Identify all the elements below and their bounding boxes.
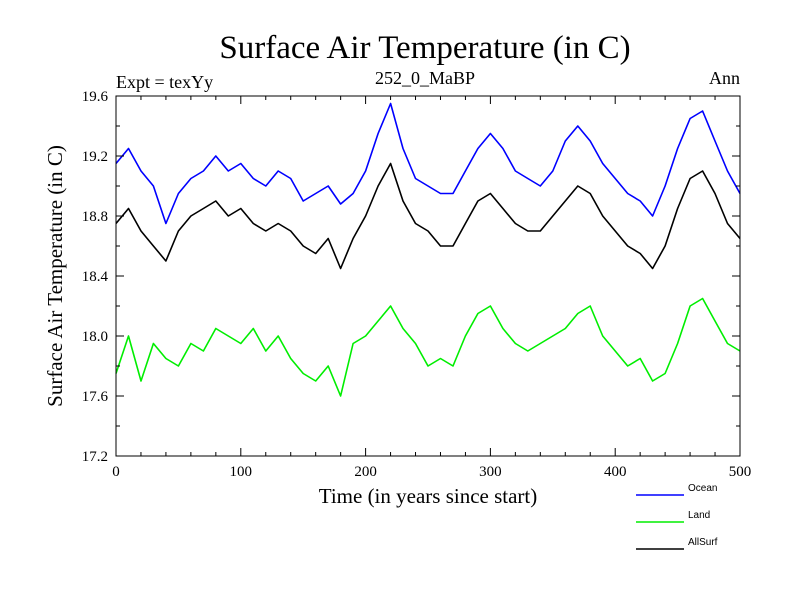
y-axis: 17.2 17.6 18.0 18.4 18.8 19.2 19.6: [82, 89, 740, 465]
experiment-label: Expt = texYy: [116, 72, 213, 92]
x-axis: 0 100 200 300 400 500: [112, 96, 751, 480]
series-line-allsurf: [115, 162, 741, 270]
chart-title: Surface Air Temperature (in C): [219, 30, 630, 66]
x-tick-label: 100: [230, 464, 253, 480]
y-tick-label: 18.4: [82, 269, 109, 285]
y-tick-label: 19.2: [82, 149, 108, 165]
y-tick-label: 19.6: [82, 89, 109, 105]
y-tick-label: 17.6: [82, 389, 109, 405]
x-tick-label: 0: [112, 464, 120, 480]
legend-label-land: Land: [688, 510, 710, 521]
period-label: Ann: [709, 68, 740, 88]
legend-label-allsurf: AllSurf: [688, 537, 718, 548]
legend-label-ocean: Ocean: [688, 483, 717, 494]
x-tick-label: 200: [354, 464, 377, 480]
series-layer: [115, 102, 741, 397]
y-tick-label: 17.2: [82, 449, 108, 465]
chart-subtitle: 252_0_MaBP: [375, 68, 475, 88]
x-axis-label: Time (in years since start): [319, 484, 538, 508]
x-tick-label: 300: [479, 464, 502, 480]
plot-frame: [115, 95, 741, 457]
y-tick-label: 18.0: [82, 329, 108, 345]
x-tick-label: 500: [729, 464, 752, 480]
y-axis-label: Surface Air Temperature (in C): [43, 145, 67, 407]
legend: Ocean Land AllSurf: [636, 483, 718, 550]
series-line-land: [115, 297, 741, 397]
series-line-ocean: [115, 102, 741, 225]
y-tick-label: 18.8: [82, 209, 108, 225]
x-tick-label: 400: [604, 464, 627, 480]
